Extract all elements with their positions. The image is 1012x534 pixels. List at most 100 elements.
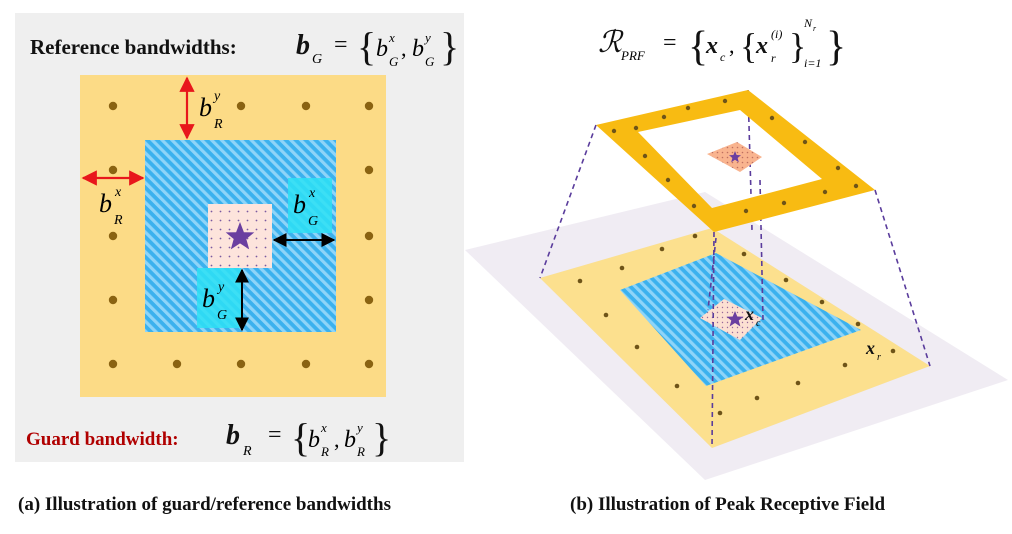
- dot-icon: [236, 101, 246, 111]
- dot-icon: [822, 189, 828, 195]
- dot-icon: [819, 299, 825, 305]
- projection-line-right: [874, 189, 931, 367]
- dot-icon: [802, 139, 808, 145]
- dot-icon: [685, 105, 691, 111]
- label-b-r-y: b y R: [199, 89, 223, 132]
- dot-icon: [659, 246, 665, 252]
- dot-icon: [783, 277, 789, 283]
- dot-icon: [722, 98, 728, 104]
- label-x-c: x c: [744, 304, 761, 329]
- math-sub-g: G: [217, 308, 227, 323]
- math-sub-prf: PRF: [620, 48, 646, 63]
- dot-icon: [236, 359, 246, 369]
- math-comma: ,: [401, 36, 407, 61]
- star-icon: [726, 311, 744, 327]
- math-sub-r: r: [771, 51, 776, 65]
- math-sub-r: R: [356, 444, 365, 459]
- dot-icon: [754, 395, 760, 401]
- dot-icon: [743, 208, 749, 214]
- label-b-g-x: b x G: [293, 186, 318, 229]
- guard-y-highlight: [197, 268, 241, 328]
- math-sup-n: N: [803, 16, 813, 30]
- dot-icon: [577, 278, 583, 284]
- math-x-bold: x: [744, 304, 754, 324]
- dot-icon: [842, 362, 848, 368]
- top-reference-cells: [611, 98, 859, 214]
- math-sub-g: G: [308, 214, 318, 229]
- dot-icon: [855, 321, 861, 327]
- dot-icon: [301, 101, 311, 111]
- dot-icon: [364, 165, 374, 175]
- math-b: b: [293, 190, 306, 219]
- caption-a: (a) Illustration of guard/reference band…: [18, 494, 391, 515]
- dot-icon: [633, 125, 639, 131]
- math-left-brace: {: [291, 415, 310, 460]
- math-sup-y: y: [423, 30, 431, 45]
- dot-icon: [691, 203, 697, 209]
- guard-bandwidth-label: Guard bandwidth:: [26, 429, 179, 450]
- math-b: b: [199, 93, 212, 122]
- math-calligraphic-r: ℛ: [598, 26, 624, 59]
- math-sup-y: y: [216, 280, 225, 295]
- math-sub-r: R: [113, 213, 123, 228]
- projection-line-front-left: [707, 237, 717, 311]
- math-b: b: [344, 427, 356, 453]
- math-equals: =: [268, 422, 282, 448]
- math-equals: =: [334, 32, 348, 58]
- math-b: b: [308, 427, 320, 453]
- math-left-brace: {: [688, 24, 708, 70]
- math-sub-r: r: [877, 352, 881, 363]
- math-left-brace: {: [740, 26, 757, 66]
- math-sup-y: y: [212, 89, 221, 104]
- math-sup-n-sub-r: r: [813, 24, 817, 33]
- dot-icon: [108, 295, 118, 305]
- math-x-bold: x: [705, 33, 718, 59]
- dot-icon: [741, 251, 747, 257]
- math-sub-g: G: [312, 52, 322, 67]
- panel-b: x c x r ℛ PRF = { x c , { x (i) r } N r …: [465, 16, 1008, 480]
- dot-icon: [172, 359, 182, 369]
- dot-icon: [890, 348, 896, 354]
- caption-b: (b) Illustration of Peak Receptive Field: [570, 494, 886, 515]
- math-sup-x: x: [308, 186, 316, 201]
- dot-icon: [853, 183, 859, 189]
- math-right-brace: }: [789, 26, 806, 66]
- dot-icon: [769, 115, 775, 121]
- math-right-brace: }: [440, 24, 459, 69]
- guard-bandwidth-equation: Guard bandwidth: b R = { b x R , b y R }: [26, 415, 391, 460]
- star-icon: [729, 151, 741, 163]
- math-sub-g: G: [389, 54, 399, 69]
- dot-icon: [364, 359, 374, 369]
- math-comma: ,: [729, 33, 735, 58]
- label-b-r-x: b x R: [99, 185, 123, 228]
- dot-icon: [364, 231, 374, 241]
- math-equals: =: [663, 30, 677, 56]
- projection-line-left: [539, 124, 597, 279]
- math-sup-y: y: [355, 420, 363, 435]
- reference-bandwidths-equation: Reference bandwidths: b G = { b x G , b …: [30, 24, 459, 69]
- dot-icon: [108, 231, 118, 241]
- dot-icon: [795, 380, 801, 386]
- math-sup-x: x: [320, 420, 327, 435]
- math-sub-c: c: [720, 50, 726, 64]
- dot-icon: [301, 359, 311, 369]
- dot-icon: [717, 410, 723, 416]
- math-x-bold: x: [755, 33, 768, 59]
- math-sub-i-eq-1: i=1: [804, 56, 821, 70]
- math-comma: ,: [334, 427, 340, 452]
- star-icon: [225, 222, 255, 250]
- dot-icon: [611, 128, 617, 134]
- math-sup-i: (i): [771, 27, 782, 41]
- dot-icon: [661, 114, 667, 120]
- dot-icon: [781, 200, 787, 206]
- reference-cells: [108, 101, 374, 369]
- dot-icon: [108, 359, 118, 369]
- dot-icon: [835, 165, 841, 171]
- math-sub-r: R: [213, 117, 223, 132]
- math-b: b: [412, 36, 424, 62]
- math-sup-x: x: [114, 185, 122, 200]
- math-sub-c: c: [756, 318, 761, 329]
- dot-icon: [108, 165, 118, 175]
- reference-bandwidths-label: Reference bandwidths:: [30, 35, 237, 59]
- math-b-bold: b: [296, 30, 310, 61]
